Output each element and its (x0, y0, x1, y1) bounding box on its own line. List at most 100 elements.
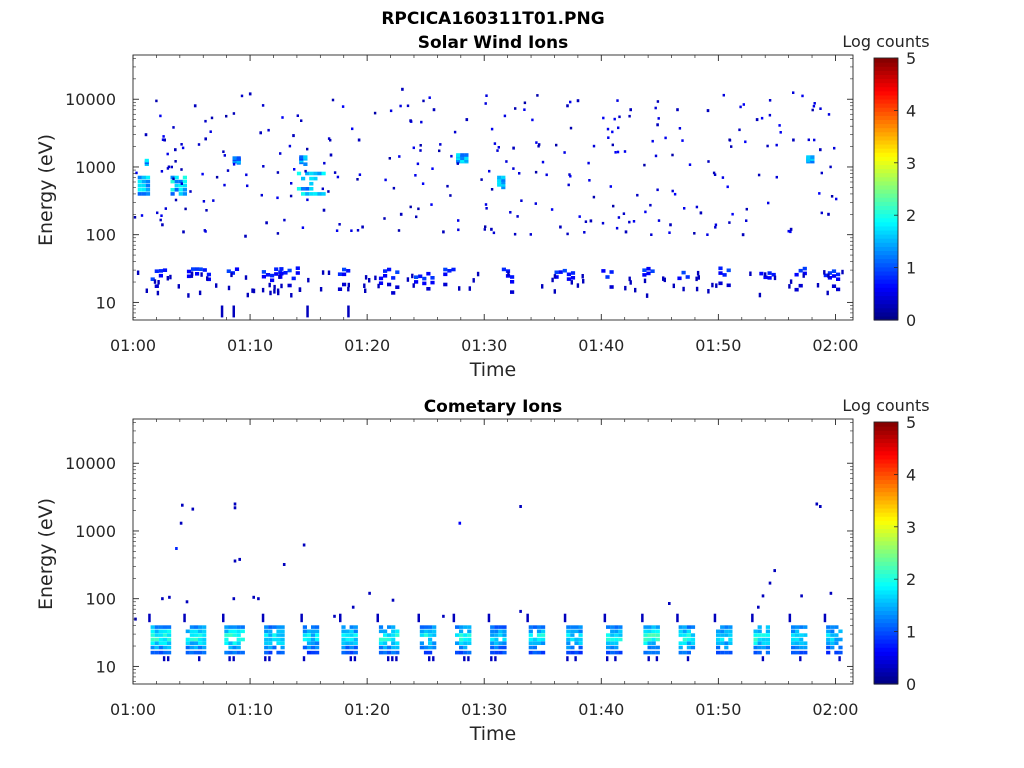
heatmap-cell (417, 207, 420, 211)
heatmap-cell (686, 645, 691, 650)
heatmap-cell (383, 269, 388, 273)
heatmap-cell (799, 645, 804, 650)
heatmap-cell (551, 277, 554, 283)
heatmap-cell (137, 175, 142, 180)
heatmap-cell (378, 629, 384, 634)
heatmap-cell (514, 107, 517, 110)
heatmap-cell (353, 650, 358, 655)
heatmap-cell (472, 278, 475, 283)
heatmap-cell (801, 94, 804, 98)
heatmap-cell (449, 194, 452, 197)
heatmap-cell (154, 284, 159, 288)
heatmap-cell (651, 625, 656, 629)
heatmap-cell (566, 641, 571, 645)
colorbar-segment (874, 139, 898, 145)
heatmap-cell (336, 175, 340, 179)
x-tick-label: 01:00 (110, 336, 156, 355)
colorbar-segment (874, 479, 898, 484)
heatmap-cell (678, 641, 683, 645)
heatmap-cell (345, 650, 350, 655)
heatmap-cell (311, 645, 316, 650)
heatmap-cell (383, 633, 388, 637)
colorbar-segment (874, 524, 898, 530)
heatmap-cell (763, 275, 768, 280)
heatmap-cell (484, 203, 488, 206)
heatmap-cell (695, 286, 699, 292)
heatmap-cell (690, 625, 696, 629)
heatmap-cell (720, 629, 725, 634)
heatmap-cell (296, 187, 302, 191)
heatmap-cell (538, 143, 541, 146)
colorbar-segment (874, 467, 898, 472)
heatmap-cell (358, 173, 362, 176)
heatmap-cell (718, 266, 723, 271)
colorbar-tick-label: 3 (906, 518, 916, 537)
heatmap-cell (720, 625, 725, 629)
heatmap-cell (800, 594, 803, 598)
heatmap-cell (695, 205, 699, 209)
heatmap-cell (765, 637, 770, 642)
heatmap-cell (642, 268, 647, 272)
heatmap-cell (721, 176, 725, 179)
heatmap-cell (395, 641, 400, 645)
spectrogram-plot-area: 01:00 01:10 01:20 01:30 01:40 01:50 02:0010100… (65, 413, 916, 719)
heatmap-cell (535, 141, 538, 144)
heatmap-cell (280, 645, 285, 650)
heatmap-cell (830, 637, 835, 642)
heatmap-cell (432, 629, 437, 634)
heatmap-cell (520, 199, 523, 202)
heatmap-cell (174, 198, 178, 202)
heatmap-cell (494, 656, 497, 662)
heatmap-cell (193, 645, 199, 650)
heatmap-cell (534, 202, 537, 205)
heatmap-cell (490, 645, 495, 650)
heatmap-cell (826, 625, 831, 629)
colorbar-segment (874, 573, 898, 579)
heatmap-cell (749, 271, 752, 276)
colorbar-segment (874, 307, 898, 313)
heatmap-cell (206, 277, 211, 282)
x-tick-label: 01:50 (695, 336, 741, 355)
colorbar-segment (874, 577, 898, 583)
heatmap-cell (178, 188, 183, 192)
heatmap-cell (409, 205, 412, 209)
heatmap-cell (261, 274, 266, 279)
colorbar-segment (874, 66, 898, 71)
heatmap-cell (528, 650, 533, 655)
heatmap-cell (830, 645, 835, 650)
heatmap-cell (722, 93, 725, 97)
heatmap-cell (428, 629, 433, 634)
heatmap-cell (617, 126, 620, 130)
colorbar-segment (874, 426, 898, 431)
heatmap-cell (655, 633, 660, 637)
heatmap-cell (150, 625, 155, 629)
x-tick-label: 02:00 (812, 336, 858, 355)
heatmap-cell (643, 625, 648, 629)
heatmap-cell (309, 187, 314, 191)
colorbar-segment (874, 430, 898, 435)
heatmap-cell (226, 169, 230, 172)
heatmap-cell (309, 171, 314, 176)
heatmap-cell (186, 269, 192, 274)
heatmap-cell (423, 629, 429, 634)
heatmap-cell (442, 614, 445, 618)
heatmap-cell (836, 287, 841, 292)
heatmap-cell (550, 208, 554, 211)
heatmap-cell (167, 637, 172, 642)
heatmap-cell (327, 270, 331, 275)
heatmap-cell (333, 614, 336, 618)
heatmap-cell (162, 633, 168, 637)
heatmap-cell (167, 645, 172, 650)
heatmap-cell (672, 283, 675, 289)
heatmap-cell (338, 223, 341, 226)
heatmap-cell (566, 232, 569, 236)
colorbar-segment (874, 434, 898, 439)
heatmap-cell (686, 650, 691, 655)
heatmap-cell (414, 280, 419, 284)
heatmap-cell (761, 637, 766, 642)
heatmap-cell (518, 172, 521, 175)
colorbar-segment (874, 90, 898, 96)
heatmap-cell (399, 104, 402, 108)
heatmap-cell (497, 175, 502, 180)
heatmap-cell (490, 650, 495, 655)
